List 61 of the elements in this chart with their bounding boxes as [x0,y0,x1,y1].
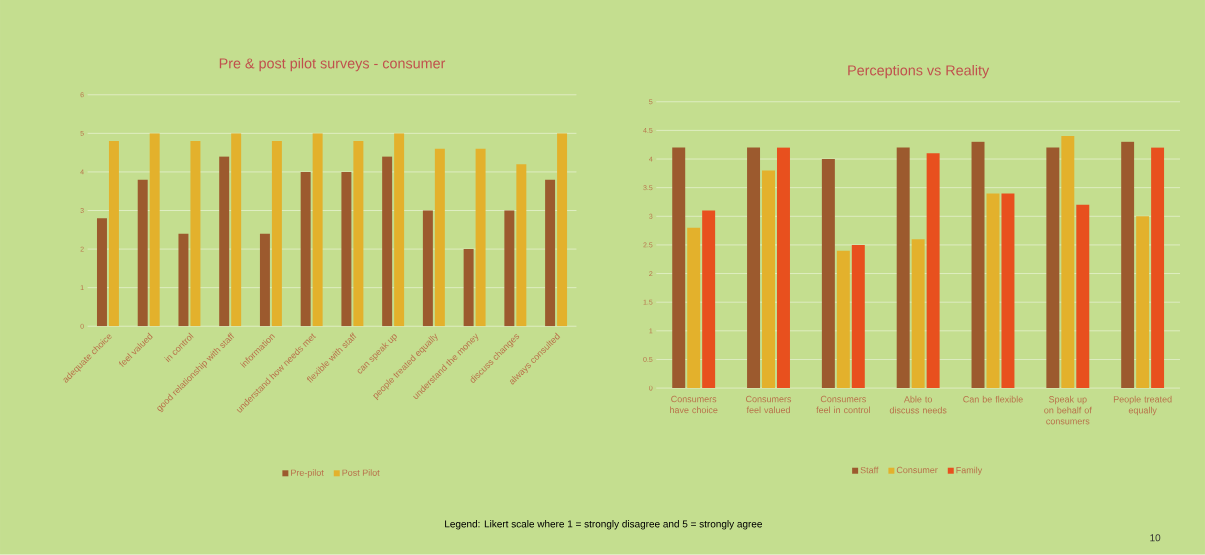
bar [776,147,790,389]
bar [821,159,835,389]
bar [149,133,160,327]
bar [259,233,270,327]
x-tick-label: Can be flexible [963,396,1023,403]
bar [463,249,474,327]
bar [190,141,201,327]
bar [178,233,189,327]
bar [1061,136,1075,389]
text: 10 [1150,534,1161,542]
bar [1136,216,1150,389]
bar [896,147,910,389]
bar [971,141,985,389]
x-tick-label: Consumers feel valued [746,396,792,414]
text: Legend: Likert scale where 1 = strongly disagree and 5 = strongly agree [445,520,762,530]
bar [271,141,282,327]
x-tick-label: Speak up on behalf of consumers [1044,396,1092,425]
bar [341,172,352,327]
bar [926,153,940,389]
bar [1151,147,1165,389]
bar [1001,193,1015,389]
legend-label: Consumer [896,466,938,474]
bar [762,170,775,389]
legend-label: Family [956,466,983,476]
bar [434,148,445,327]
bar [475,148,486,327]
legend-label: Staff [860,466,879,474]
x-tick-label: People treated equally [1113,396,1172,416]
legend-label: Pre-pilot [291,469,324,478]
bar [851,245,865,389]
bar [353,141,364,327]
bar [1076,204,1090,389]
x-tick-label: Consumers feel in control [816,396,870,414]
bar [747,147,761,389]
bar [911,239,925,389]
bar [672,147,686,389]
bar [1121,141,1135,389]
bar [312,133,323,327]
bar [545,179,556,327]
bar [504,210,515,327]
bar [702,210,716,389]
chart-title: Perceptions vs Reality [848,65,990,79]
bar [231,133,242,327]
bar [516,164,527,327]
bar [96,218,107,327]
x-tick-label: Able to discuss needs [889,396,947,414]
bar [382,156,393,327]
bar [108,141,119,327]
bar [687,227,701,389]
bar [300,172,311,327]
bar [219,156,230,327]
bar [986,193,1000,389]
bar [394,133,405,327]
chart-title: Pre & post pilot surveys - consumer [219,58,446,72]
bar [836,250,850,389]
x-tick-label: Consumers have choice [670,396,718,414]
bar [137,179,148,327]
bar [422,210,433,327]
bar [557,133,568,327]
legend-label: Post Pilot [342,469,380,477]
bar [1046,147,1060,389]
